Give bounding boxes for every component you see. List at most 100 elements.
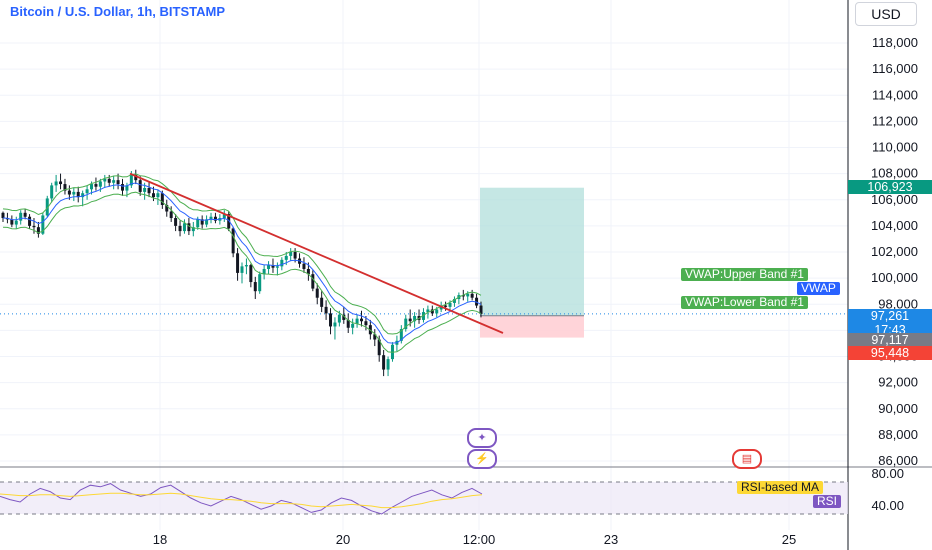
y-tick-label: 90,000	[878, 401, 918, 416]
rsi-ma-label: RSI-based MA	[737, 481, 824, 494]
candle-body	[258, 274, 262, 292]
candle-body	[54, 181, 58, 186]
candle-body	[382, 355, 386, 370]
x-tick-label: 23	[604, 532, 618, 547]
rsi-band-fill	[0, 482, 848, 514]
candle-body	[112, 180, 116, 183]
y-tick-label: 118,000	[872, 35, 918, 50]
candle-body	[351, 323, 355, 328]
candle-body	[466, 293, 470, 297]
candle-body	[244, 265, 248, 267]
candle-body	[45, 198, 49, 216]
candle-body	[67, 190, 71, 195]
candle-body	[333, 322, 337, 327]
stop-zone	[480, 315, 584, 338]
candle-body	[461, 295, 465, 297]
candle-body	[98, 181, 102, 187]
candle-body	[284, 255, 288, 260]
candle-body	[435, 309, 439, 314]
candle-body	[222, 214, 226, 219]
candle-body	[408, 318, 412, 322]
candle-body	[452, 299, 456, 303]
candle-body	[430, 309, 434, 314]
candle-body	[426, 309, 430, 313]
y-tick-label: 92,000	[878, 375, 918, 390]
y-tick-label: 110,000	[872, 140, 918, 155]
candle-body	[360, 318, 363, 322]
vwap-upper-band-line	[2, 173, 482, 335]
vwap-lower-band-line	[2, 191, 482, 353]
vwap-lower-label: VWAP:Lower Band #1	[681, 296, 808, 309]
candle-body	[399, 329, 403, 341]
candle-body	[143, 187, 147, 192]
candle-body	[129, 174, 133, 186]
rsi-line	[0, 483, 483, 515]
candle-body	[205, 219, 209, 225]
candle-body	[386, 359, 390, 370]
candle-body	[236, 253, 240, 273]
candle-body	[19, 212, 23, 221]
candle-body	[14, 220, 18, 225]
candle-body	[191, 227, 195, 232]
x-tick-label: 12:00	[463, 532, 496, 547]
candle-body	[262, 268, 266, 275]
candle-body	[231, 228, 235, 254]
candle-body	[267, 265, 271, 269]
candle-body	[373, 334, 377, 340]
candle-body	[187, 223, 191, 232]
candle-body	[302, 263, 306, 269]
lightning-event-icon[interactable]: ⚡	[467, 449, 497, 469]
target-price-tag: 106,923	[848, 180, 932, 194]
candle-body	[94, 184, 98, 187]
candle-body	[50, 185, 54, 199]
entry-price-tag: 97,117	[848, 333, 932, 347]
candle-body	[320, 297, 324, 307]
y-tick-label: 100,000	[871, 270, 918, 285]
candle-body	[121, 184, 124, 191]
candle-body	[346, 319, 350, 328]
candle-body	[324, 306, 328, 314]
x-tick-label: 25	[782, 532, 796, 547]
candle-body	[76, 191, 80, 198]
sparkle-event-icon[interactable]: ✦	[467, 428, 497, 448]
y-tick-label: 108,000	[871, 166, 918, 181]
symbol-title[interactable]: Bitcoin / U.S. Dollar, 1h, BITSTAMP	[10, 4, 226, 19]
y-tick-label: 112,000	[872, 113, 918, 128]
candle-body	[479, 305, 483, 314]
candle-body	[249, 265, 253, 283]
candle-body	[28, 216, 32, 226]
candle-body	[160, 193, 164, 205]
candle-body	[293, 252, 297, 259]
candle-body	[85, 189, 89, 194]
candle-body	[1, 212, 5, 219]
y-tick-label: 116,000	[872, 61, 918, 76]
candle-body	[32, 225, 36, 228]
y-tick-label: 86,000	[878, 453, 918, 468]
candle-body	[421, 312, 425, 320]
candle-body	[315, 288, 319, 298]
candle-body	[156, 193, 160, 198]
candle-body	[342, 314, 346, 320]
candle-body	[470, 293, 474, 298]
vwap-line	[2, 182, 482, 344]
candle-body	[151, 193, 155, 198]
currency-button[interactable]: USD	[855, 2, 917, 26]
y-tick-label: 114,000	[872, 87, 918, 102]
candle-body	[182, 223, 186, 232]
candle-body	[134, 174, 138, 181]
candle-body	[169, 211, 173, 219]
y-tick-label: 88,000	[878, 427, 918, 442]
rsi-ma-line	[0, 492, 483, 509]
candle-body	[138, 180, 142, 192]
candle-body	[196, 219, 200, 228]
target-zone	[480, 187, 584, 316]
candle-body	[81, 193, 85, 198]
candle-body	[90, 184, 94, 190]
candle-body	[63, 184, 67, 191]
flag-event-icon[interactable]: ▤	[732, 449, 762, 469]
candle-body	[36, 227, 40, 234]
rsi-tick-label: 80.00	[871, 466, 904, 481]
candle-body	[116, 180, 120, 185]
candle-body	[306, 268, 310, 275]
